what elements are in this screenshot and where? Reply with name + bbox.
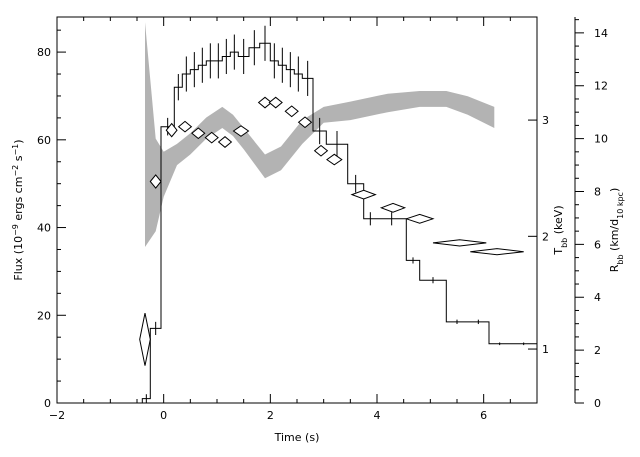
flux-step-line [141, 42, 537, 403]
kt-diamond [217, 136, 233, 148]
y-axis-kt-label-part: bb [560, 238, 569, 248]
y-axis-flux-label-part: −2 [11, 165, 20, 177]
y-axis-flux-label-part: −9 [11, 224, 20, 236]
x-axis: −2 0 2 4 6 [49, 17, 538, 422]
kt-diamond [432, 239, 487, 247]
kt-diamond [204, 131, 219, 144]
radius-tick-label: 0 [594, 397, 601, 410]
y-axis-kt-label-part: T [552, 248, 565, 256]
radius-tick-label: 8 [594, 185, 601, 198]
y-tick-label: 60 [37, 134, 51, 147]
kt-diamond [470, 248, 524, 256]
radius-tick-label: 4 [594, 291, 601, 304]
x-tick-label: 0 [160, 409, 167, 422]
y-axis-flux-label: Flux (10−9 ergs cm−2 s−1) [11, 139, 26, 280]
kt-diamond [284, 105, 299, 118]
radius-tick-label: 2 [594, 344, 601, 357]
y-axis-kt: 1 2 3 [528, 114, 549, 356]
y-axis-kt-label: Tbb (keV) [552, 205, 569, 255]
y-axis-radius-label-part: bb [616, 254, 625, 264]
y-axis-flux-label-part: s [12, 155, 25, 164]
radius-tick-label: 6 [594, 238, 601, 251]
kt-diamond [191, 127, 206, 140]
kt-diamond [379, 202, 407, 213]
y-axis-radius: 0 2 4 6 8 10 12 14 [574, 17, 608, 410]
kt-diamond [165, 122, 178, 138]
kt-diamond [268, 96, 283, 109]
y-axis-flux-label-part: ergs cm [12, 177, 25, 225]
kt-diamond [149, 174, 162, 189]
radius-tick-label: 10 [594, 133, 608, 146]
y-axis-radius-label: Rbb (km/d10 kpc) [608, 188, 625, 273]
x-tick-label: 4 [374, 409, 381, 422]
y-tick-label: 0 [44, 397, 51, 410]
kt-diamond [297, 116, 313, 129]
x-tick-label: −2 [49, 409, 65, 422]
radius-tick-label: 14 [594, 27, 608, 40]
kt-diamond [232, 125, 250, 137]
kt-diamond [139, 313, 151, 366]
y-axis-flux-label-part: −1 [11, 144, 20, 156]
y-tick-label: 40 [37, 222, 51, 235]
kt-diamond [350, 189, 377, 200]
x-axis-label: Time (s) [274, 431, 320, 444]
kt-diamond [326, 153, 343, 166]
radius-tick-label: 12 [594, 80, 608, 93]
y-axis-radius-label-part: ) [608, 188, 621, 192]
kt-tick-label: 2 [542, 230, 549, 243]
kt-diamond-layer [139, 96, 524, 366]
axis-labels: Time (s)Flux (10−9 ergs cm−2 s−1)Tbb (ke… [11, 139, 625, 444]
flux-step-layer [141, 25, 537, 403]
kt-diamond [177, 120, 193, 133]
x-tick-label: 2 [267, 409, 274, 422]
y-tick-label: 80 [37, 46, 51, 59]
y-axis-radius-label-part: (km/d [608, 219, 621, 255]
y-axis-flux-label-part: Flux (10 [12, 236, 25, 281]
kt-diamond [404, 213, 435, 224]
kt-tick-label: 3 [542, 114, 549, 127]
y-axis-radius-label-part: 10 kpc [616, 192, 625, 219]
y-axis-radius-label-part: R [608, 264, 621, 272]
kt-tick-label: 1 [542, 343, 549, 356]
y-axis-flux-label-part: ) [12, 139, 25, 143]
y-axis-kt-label-part: (keV) [552, 205, 565, 237]
kt-diamond [313, 144, 329, 157]
y-tick-label: 20 [37, 309, 51, 322]
y-axis-flux: 0 20 40 60 80 [37, 29, 66, 410]
x-tick-label: 6 [480, 409, 487, 422]
